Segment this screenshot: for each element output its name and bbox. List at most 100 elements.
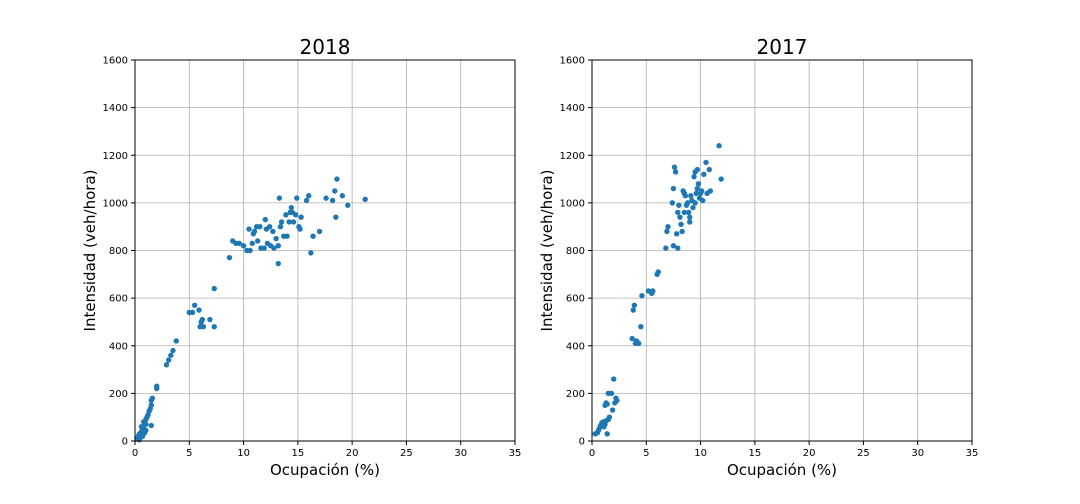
data-point: [303, 197, 310, 204]
data-point: [631, 302, 638, 308]
y-axis-ticks: 0 200 400 600 800 1000 1200 1400 1600: [560, 56, 592, 448]
data-point: [275, 243, 282, 249]
data-point: [211, 324, 217, 330]
data-point: [669, 200, 676, 206]
data-point: [695, 181, 702, 187]
data-point: [139, 433, 146, 439]
x-tick-label: 30: [911, 448, 924, 459]
y-tick-label: 400: [566, 341, 585, 352]
chart-title: 2017: [757, 35, 808, 59]
data-point: [165, 357, 172, 363]
data-point: [611, 376, 617, 382]
data-point: [306, 193, 312, 199]
data-point: [638, 324, 644, 330]
data-point: [196, 307, 202, 313]
data-point: [639, 293, 645, 299]
scatter-plot-2018: 0 5 10 15 20 25 30 35 0 200 400 600 800 1000 1200 1400…: [81, 35, 521, 479]
x-tick-label: 20: [346, 448, 359, 459]
data-point: [608, 390, 615, 397]
y-tick-label: 1200: [103, 151, 128, 162]
data-points: [134, 176, 368, 443]
data-point: [199, 316, 206, 323]
x-tick-label: 0: [589, 448, 595, 459]
data-point: [677, 214, 683, 220]
y-tick-label: 800: [566, 246, 585, 257]
data-point: [671, 164, 678, 170]
data-point: [261, 245, 267, 251]
data-point: [254, 238, 261, 244]
data-point: [329, 197, 336, 204]
data-point: [170, 347, 176, 354]
data-point: [707, 188, 714, 194]
y-tick-label: 1600: [103, 56, 128, 67]
data-point: [684, 200, 691, 206]
y-tick-label: 200: [566, 389, 585, 400]
data-point: [286, 219, 292, 225]
data-point: [629, 335, 635, 342]
data-point: [672, 169, 679, 175]
data-point: [655, 269, 661, 275]
data-point: [138, 424, 145, 430]
x-tick-label: 25: [400, 448, 413, 459]
data-point: [275, 260, 282, 267]
data-point: [332, 188, 338, 194]
y-tick-label: 0: [122, 437, 128, 448]
y-tick-label: 1600: [560, 56, 585, 67]
data-point: [249, 240, 255, 247]
data-point: [665, 223, 671, 230]
data-point: [316, 228, 323, 235]
data-point: [277, 223, 284, 230]
y-tick-label: 1200: [560, 151, 585, 162]
x-tick-label: 10: [694, 448, 707, 459]
data-point: [211, 285, 217, 292]
data-point: [664, 228, 670, 235]
data-point: [136, 437, 143, 443]
data-point: [334, 176, 340, 182]
data-point: [706, 166, 712, 173]
data-point: [284, 233, 290, 239]
y-tick-label: 800: [109, 246, 128, 257]
data-point: [663, 245, 669, 251]
data-point: [173, 338, 179, 344]
data-point: [670, 243, 677, 249]
data-point: [635, 340, 642, 347]
x-axis-label: Ocupación (%): [270, 461, 380, 479]
data-point: [345, 202, 351, 208]
data-point: [693, 190, 699, 197]
y-tick-label: 1400: [560, 103, 585, 114]
data-point: [333, 214, 339, 220]
data-point: [168, 352, 174, 358]
data-points: [592, 143, 724, 437]
data-point: [148, 402, 154, 408]
y-tick-label: 200: [109, 389, 128, 400]
data-point: [703, 159, 709, 166]
y-axis-ticks: 0 200 400 600 800 1000 1200 1400 1600: [103, 56, 135, 448]
data-point: [149, 395, 156, 401]
data-point: [192, 302, 198, 308]
data-point: [362, 196, 368, 203]
data-point: [271, 245, 277, 251]
data-point: [675, 209, 681, 216]
data-point: [691, 173, 697, 180]
x-axis-ticks: 0 5 10 15 20 25 30 35: [132, 441, 521, 459]
data-point: [294, 195, 300, 201]
data-point: [240, 243, 247, 249]
data-point: [630, 307, 636, 313]
data-point: [292, 212, 299, 218]
data-point: [690, 204, 696, 211]
x-tick-label: 5: [186, 448, 192, 459]
x-tick-label: 0: [132, 448, 138, 459]
data-point: [278, 219, 285, 225]
data-point: [163, 362, 170, 368]
data-point: [679, 228, 685, 235]
data-point: [273, 235, 279, 242]
data-point: [154, 383, 160, 389]
data-point: [673, 231, 680, 237]
data-point: [678, 221, 684, 228]
data-point: [143, 427, 149, 433]
data-point: [675, 245, 681, 251]
data-point: [694, 166, 701, 173]
data-point: [262, 216, 268, 223]
data-point: [257, 223, 263, 230]
